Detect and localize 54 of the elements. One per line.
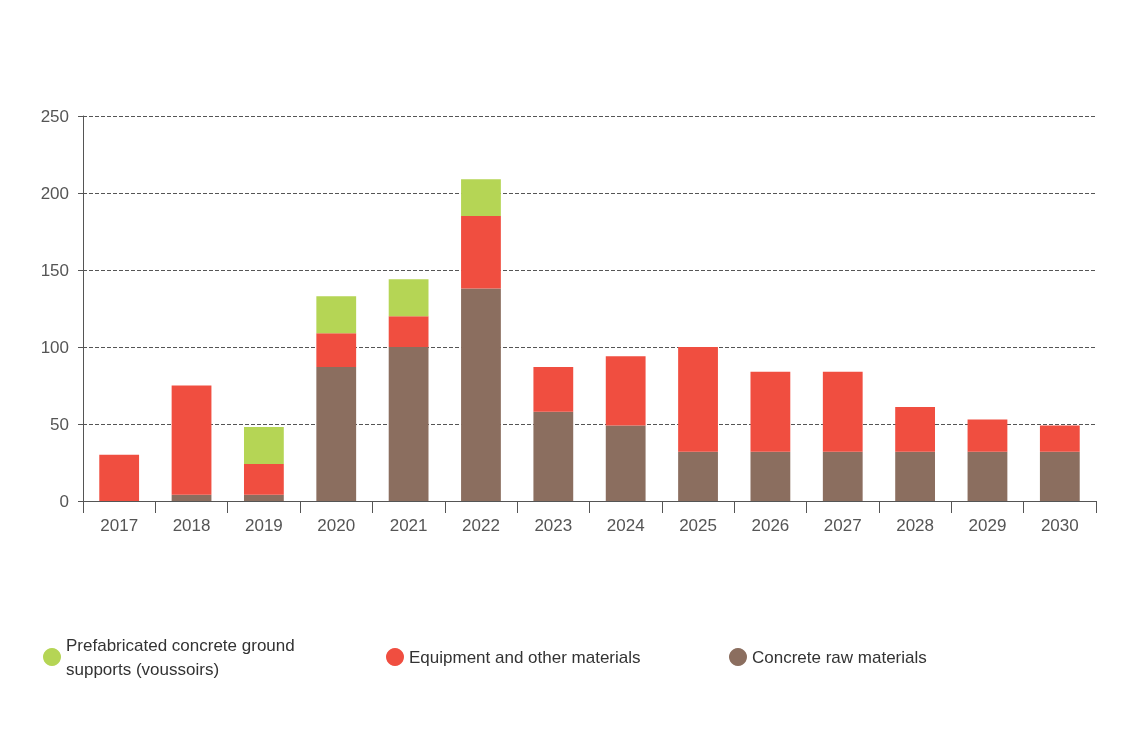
bar (678, 347, 718, 452)
x-tick-label: 2030 (1040, 516, 1079, 535)
x-tick-label: 2018 (172, 516, 211, 535)
bar (533, 367, 574, 412)
bar (461, 216, 501, 289)
bar (388, 347, 429, 501)
bar (461, 288, 501, 501)
y-tick-label: 250 (40, 106, 69, 126)
bar (605, 425, 646, 501)
x-tick-label: 2022 (462, 516, 500, 535)
bar (243, 464, 284, 495)
y-tick-label: 150 (40, 260, 69, 280)
bar (171, 385, 212, 495)
x-tick-label: 2023 (534, 516, 573, 535)
legend-label: Prefabricated concrete ground supports (voussoirs) (66, 635, 300, 679)
bar (316, 333, 357, 368)
x-tick-label: 2028 (896, 516, 935, 535)
bar (388, 279, 429, 317)
bar (533, 411, 574, 501)
bar (678, 451, 718, 501)
bar (243, 494, 284, 501)
x-tick-label: 2029 (968, 516, 1007, 535)
bar (967, 419, 1008, 452)
bar (605, 356, 646, 426)
x-tick-label: 2027 (823, 516, 862, 535)
bar (822, 451, 863, 501)
legend-label: Concrete raw materials (752, 647, 927, 667)
bar (316, 296, 357, 334)
bar (1039, 451, 1080, 501)
x-tick-label: 2020 (317, 516, 356, 535)
bar (461, 179, 501, 217)
bar (1039, 425, 1080, 452)
x-tick-label: 2021 (389, 516, 428, 535)
y-tick-label: 0 (59, 491, 69, 511)
bar (967, 451, 1008, 501)
y-tick-label: 100 (40, 337, 69, 357)
bar (243, 427, 284, 465)
y-tick-label: 200 (40, 183, 69, 203)
y-tick-label: 50 (50, 414, 69, 434)
legend-label: Equipment and other materials (409, 647, 641, 667)
bar (750, 371, 791, 452)
x-tick-label: 2019 (244, 516, 283, 535)
bar (171, 494, 212, 501)
x-tick-label: 2025 (679, 516, 717, 535)
bar (750, 451, 791, 501)
bar (388, 316, 429, 347)
x-tick-label: 2026 (751, 516, 790, 535)
bar (895, 407, 936, 452)
bar (316, 367, 357, 501)
bar (822, 371, 863, 452)
bar (99, 454, 140, 501)
x-tick-label: 2024 (606, 516, 645, 535)
bar (895, 451, 936, 501)
x-tick-label: 2017 (100, 516, 139, 535)
